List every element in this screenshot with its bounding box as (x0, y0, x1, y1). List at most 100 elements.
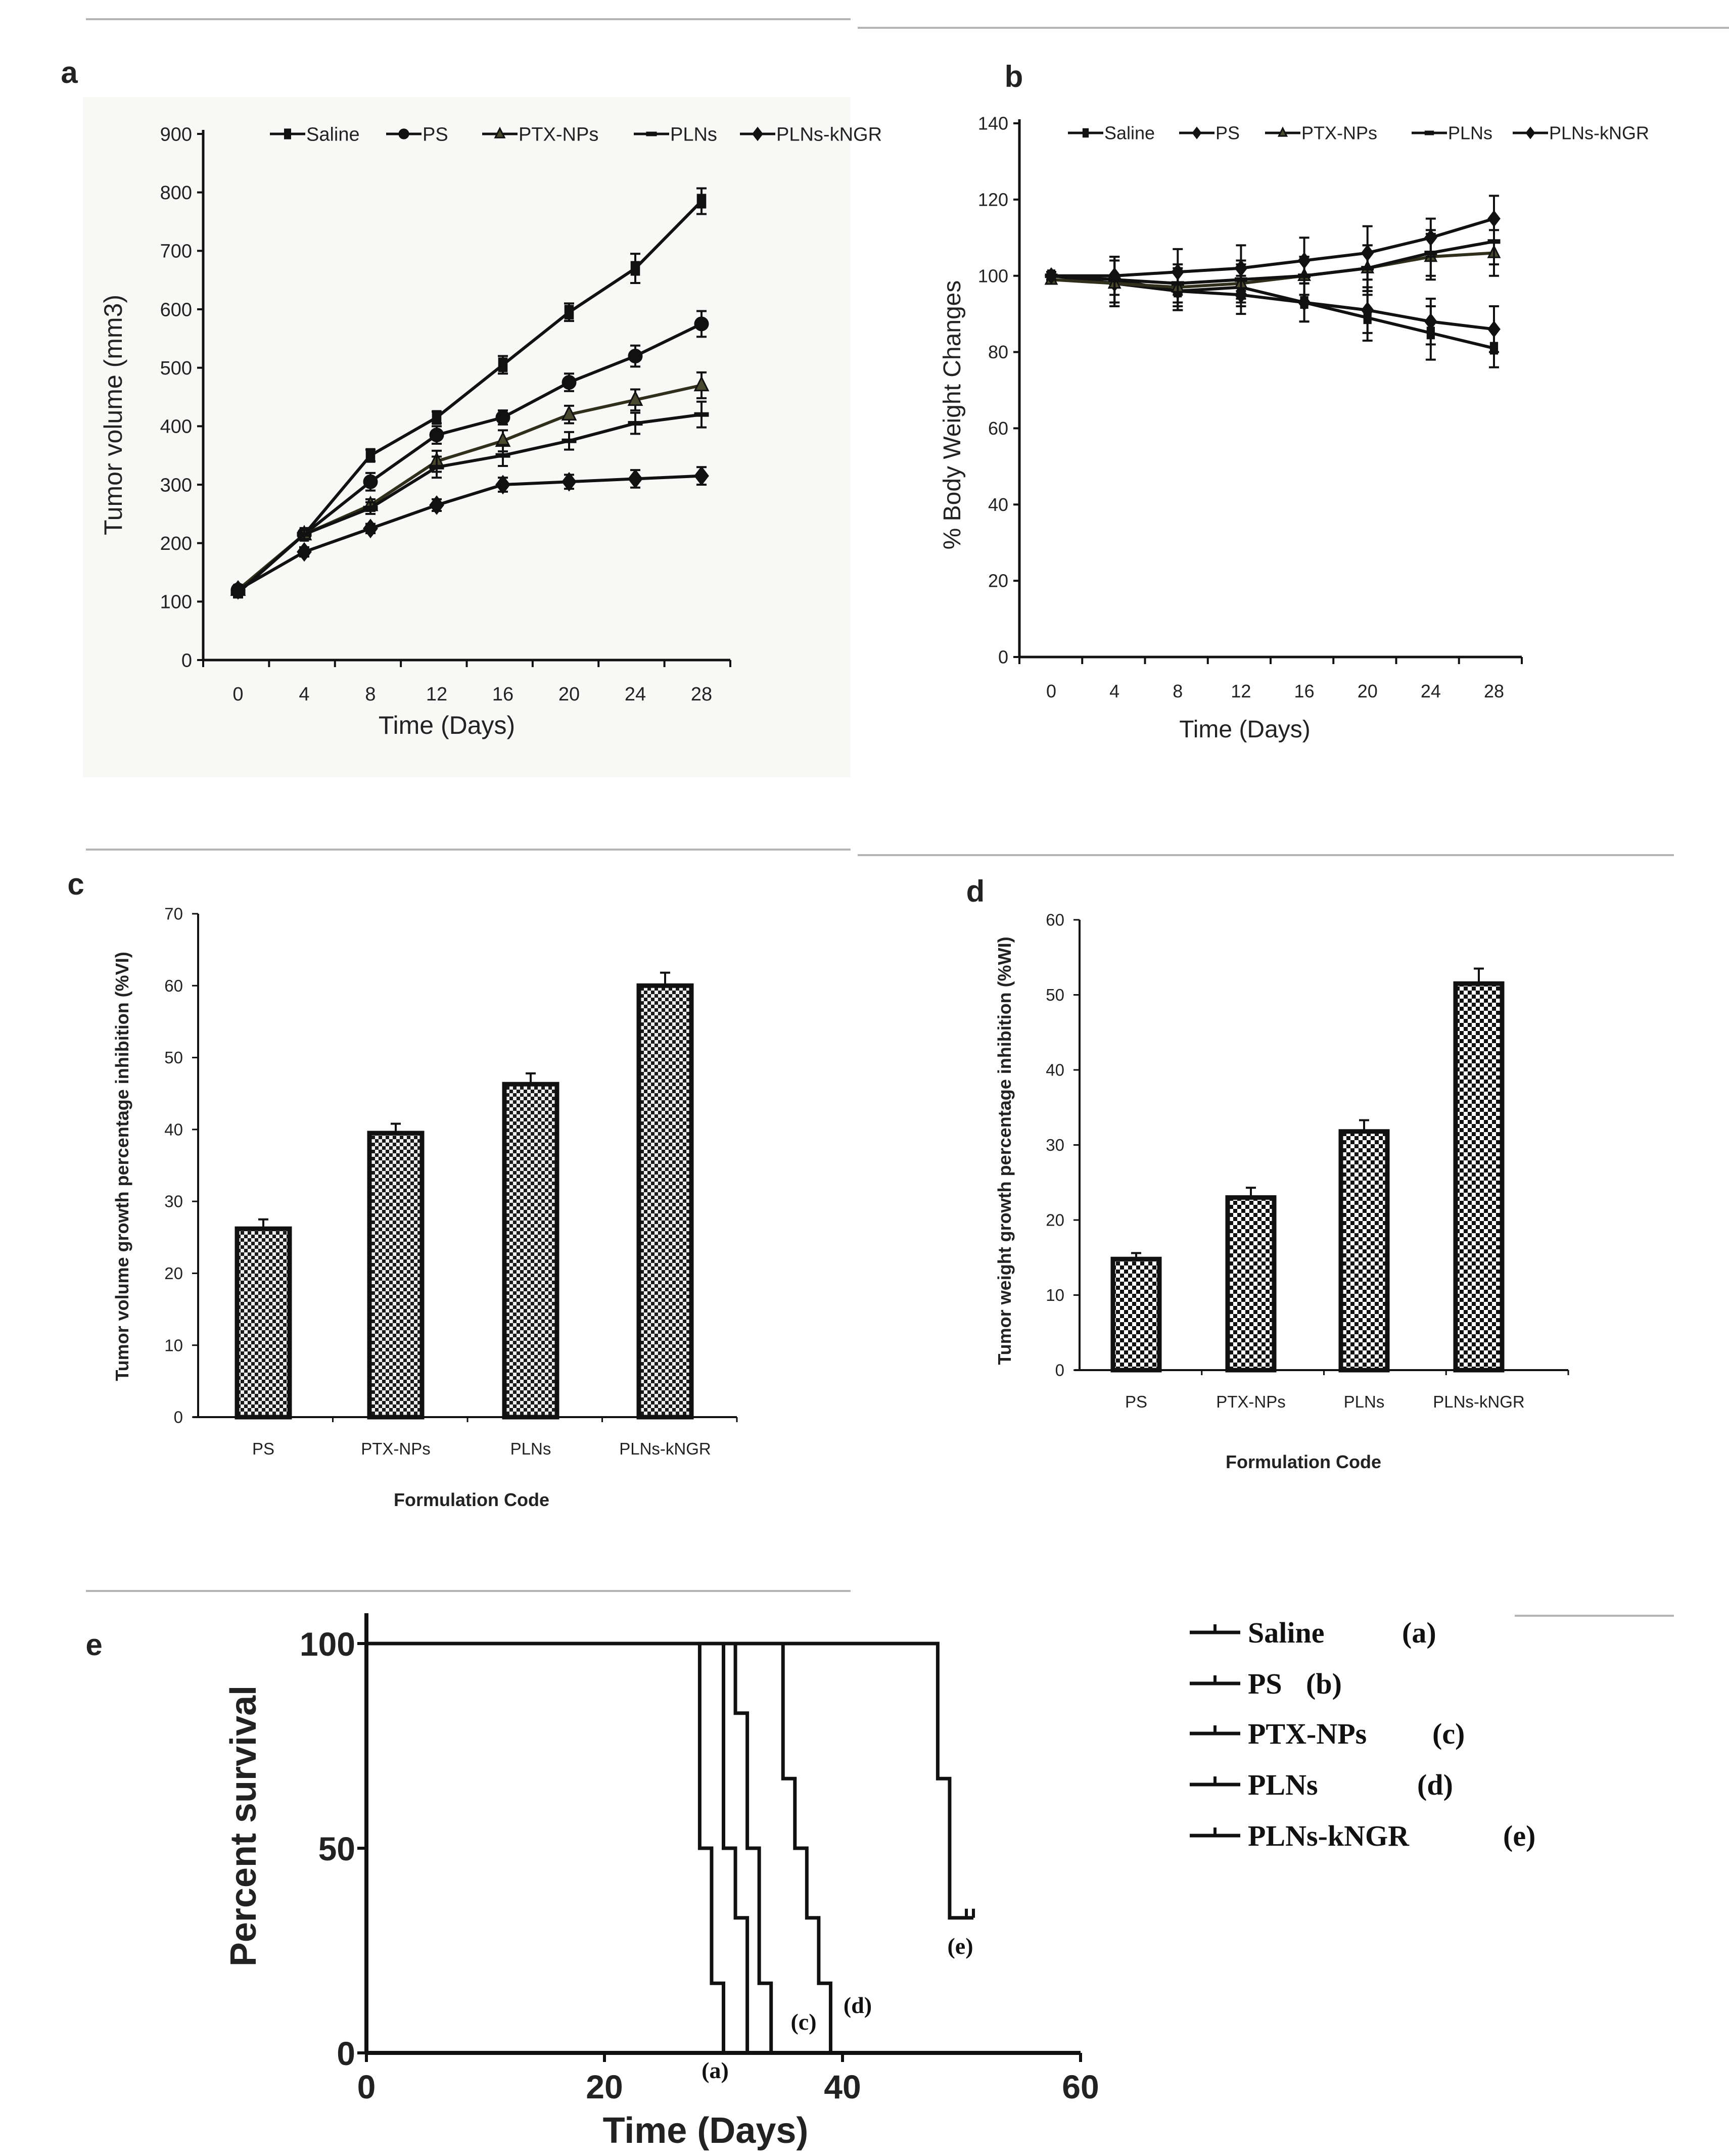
y-tick-label: 100 (300, 1625, 355, 1663)
series-saline: Saline (233, 124, 707, 599)
series-line-plns-kngr (1051, 217, 1494, 277)
y-tick-label: 300 (160, 475, 192, 496)
legend-label: PLNs (670, 124, 717, 145)
series-plns: PLNs (230, 124, 717, 599)
y-tick-label: 50 (164, 1048, 183, 1067)
legend-marker (1525, 126, 1535, 139)
x-category-label: PS (252, 1439, 274, 1458)
chart-panel-a: 0 100 200 300 400 500 600 700 800 900 0 4 8 12 16 20 24 2… (99, 124, 882, 739)
y-tick-label: 80 (988, 342, 1008, 362)
x-tick-label: 28 (1484, 681, 1504, 701)
data-point (630, 261, 640, 276)
y-tick-label: 0 (1055, 1361, 1064, 1380)
data-point (1108, 267, 1121, 285)
data-point (498, 357, 508, 372)
data-point (562, 472, 577, 492)
series-plns: PLNs (d) (366, 1642, 1453, 2053)
data-point (693, 376, 710, 392)
bar-ps: PS (1110, 1252, 1162, 1411)
chart-panel-b: 0 20 40 60 80 100 120 140 0 4 8 12 16 20 24 28 Time (Day… (939, 113, 1649, 743)
bar-ptx-nps: PTX-NPs (1216, 1187, 1286, 1411)
bar (367, 1131, 425, 1420)
y-tick-label: 0 (181, 650, 192, 671)
x-category-label: PLNs (510, 1439, 551, 1458)
legend-tag: (d) (1417, 1768, 1453, 1801)
x-tick-label: 0 (357, 2068, 376, 2105)
y-tick-label: 10 (164, 1336, 183, 1354)
x-axis-title: Time (Days) (603, 2111, 809, 2151)
y-tick-label: 60 (164, 976, 183, 995)
legend-marker (646, 131, 657, 136)
bar-plns: PLNs (502, 1072, 559, 1458)
series-saline: Saline (a) (366, 1616, 1436, 2053)
data-point (562, 375, 577, 390)
series-ps: PS (b) (366, 1642, 1342, 2053)
data-point (230, 580, 246, 600)
series-line-ptx-nps (1051, 251, 1494, 289)
series-plns-kngr: PLNs-kNGR (230, 124, 882, 600)
series-line-plns (1051, 240, 1494, 285)
bar-plns-kngr: PLNs-kNGR (619, 971, 711, 1458)
x-axis-title: Time (Days) (1179, 716, 1311, 743)
chart-panel-c: 0 10 20 30 40 50 60 70 PS PTX-NPs PLNs PLNs-kNGR For… (112, 905, 738, 1510)
x-category-label: PLNs-kNGR (619, 1439, 711, 1458)
bar (1453, 981, 1505, 1373)
data-point (297, 532, 312, 537)
x-tick-label: 4 (1109, 681, 1119, 701)
data-point (495, 453, 510, 458)
legend-label: Saline (1104, 123, 1155, 144)
legend-label: Saline (1248, 1616, 1325, 1649)
data-point (564, 305, 574, 320)
x-tick-label: 20 (558, 684, 580, 705)
panel-label: c (67, 867, 84, 901)
legend-marker (1082, 128, 1089, 138)
data-point (627, 390, 643, 406)
legend-marker (1424, 130, 1434, 135)
y-tick-label: 60 (988, 418, 1008, 439)
survival-step-line (366, 1642, 773, 2053)
y-axis-title: Tumor volume (mm3) (99, 295, 127, 535)
x-tick-label: 28 (691, 684, 712, 705)
y-axis-title: % Body Weight Changes (939, 280, 966, 550)
x-tick-label: 24 (1421, 681, 1441, 701)
x-tick-label: 0 (232, 684, 243, 705)
y-tick-label: 100 (160, 592, 192, 613)
x-axis-title: Time (Days) (379, 711, 515, 739)
legend-tag: (c) (1432, 1717, 1465, 1750)
data-point (495, 475, 510, 495)
curve-annotation: (e) (947, 1933, 973, 1959)
legend-label: PLNs (1248, 1768, 1318, 1801)
legend-tag: (a) (1402, 1616, 1436, 1649)
data-point (1297, 252, 1311, 269)
x-category-label: PTX-NPs (361, 1439, 431, 1458)
legend-marker (398, 128, 409, 139)
y-tick-label: 20 (1046, 1211, 1064, 1230)
panel-label: d (966, 874, 985, 908)
y-axis-title: Percent survival (223, 1685, 264, 1966)
legend-label: PS (1216, 123, 1240, 144)
legend-tag: (b) (1306, 1667, 1342, 1700)
y-tick-label: 600 (160, 299, 192, 320)
bar-ptx-nps: PTX-NPs (361, 1122, 431, 1458)
y-tick-label: 500 (160, 358, 192, 379)
data-point (1424, 313, 1437, 330)
bar-plns-kngr: PLNs-kNGR (1433, 967, 1525, 1411)
data-point (365, 448, 376, 463)
series-plns-kngr: PLNs-kNGR (1045, 123, 1649, 296)
x-category-label: PS (1125, 1392, 1147, 1411)
y-tick-label: 10 (1046, 1286, 1064, 1304)
data-point (628, 349, 643, 364)
legend-label: PS (423, 124, 448, 145)
legend-tag: (e) (1503, 1819, 1535, 1852)
y-tick-label: 30 (1046, 1136, 1064, 1154)
legend-label: PTX-NPs (519, 124, 598, 145)
y-tick-label: 0 (174, 1408, 183, 1427)
legend-label: PLNs-kNGR (776, 124, 882, 145)
y-axis-title: Tumor weight growth percentage inhibitio… (994, 936, 1015, 1365)
bar (636, 983, 694, 1420)
x-tick-label: 24 (625, 684, 646, 705)
x-tick-label: 12 (426, 684, 447, 705)
data-point (1171, 263, 1185, 280)
bar-ps: PS (235, 1218, 292, 1458)
